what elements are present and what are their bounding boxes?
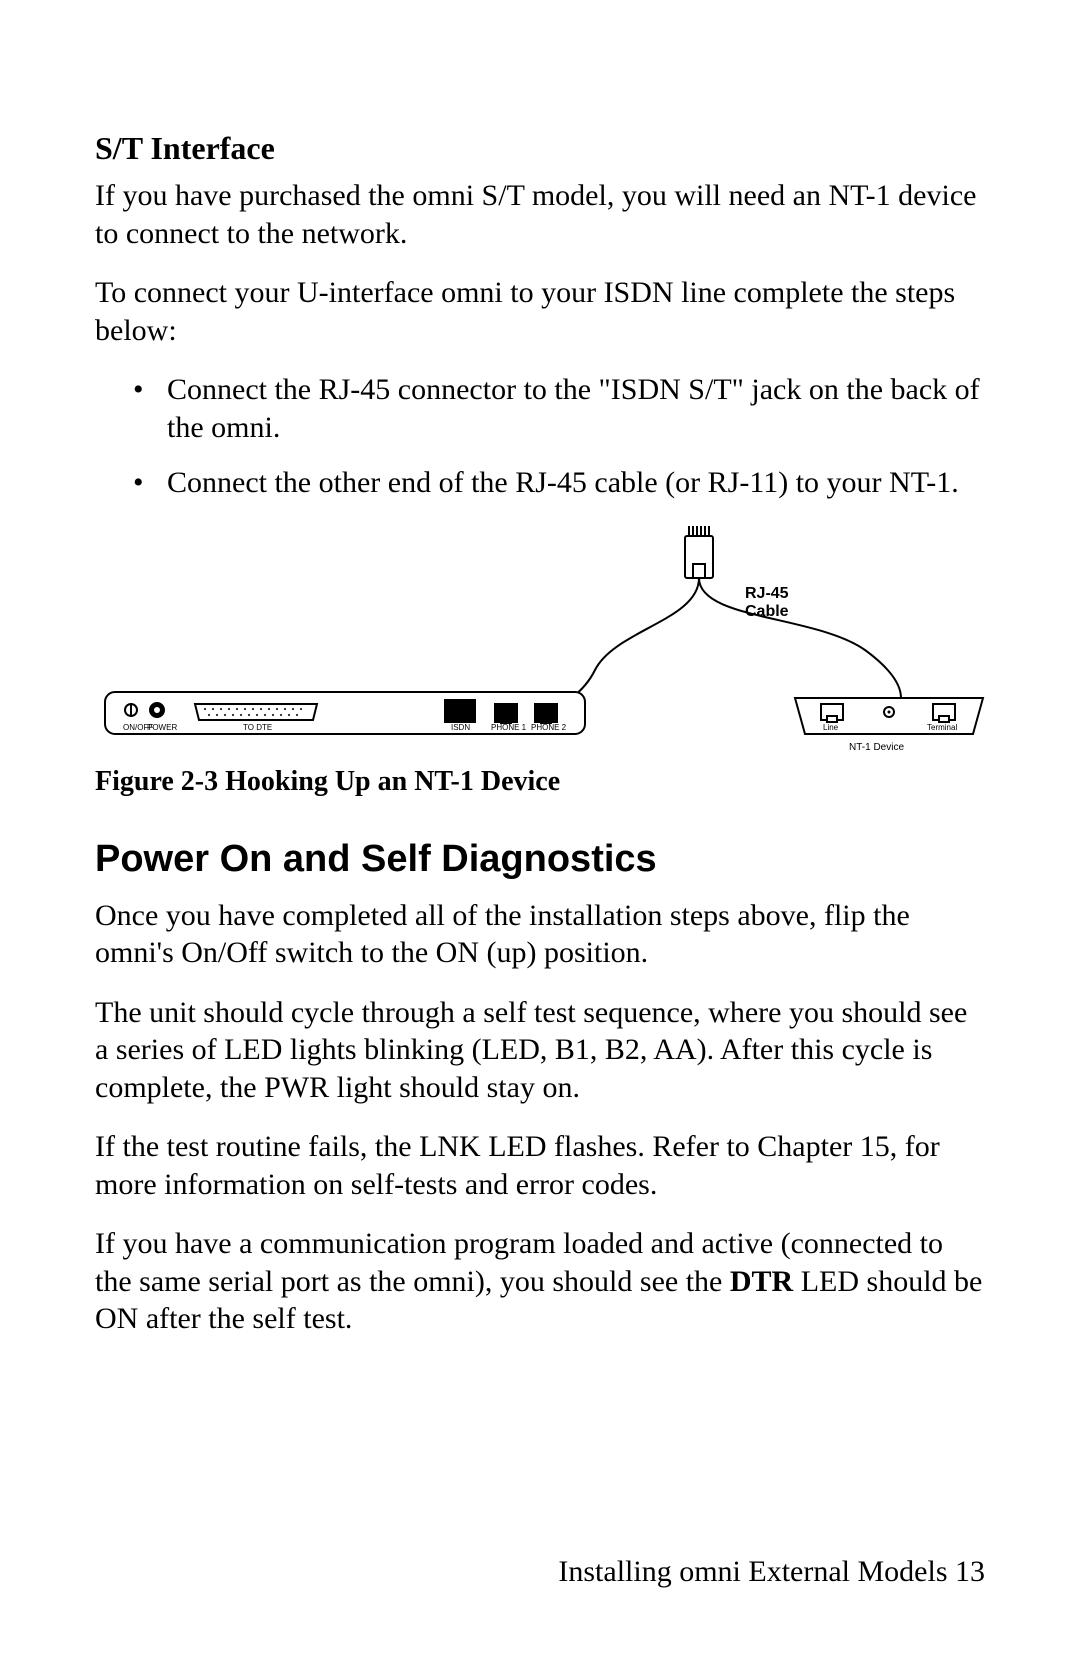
label-phone2: PHONE 2 bbox=[531, 723, 567, 732]
label-terminal: Terminal bbox=[927, 723, 957, 732]
paragraph: The unit should cycle through a self tes… bbox=[95, 994, 985, 1107]
label-todte: TO DTE bbox=[243, 723, 272, 732]
bullet-item: Connect the other end of the RJ-45 cable… bbox=[133, 464, 985, 502]
label-isdn: ISDN bbox=[451, 723, 470, 732]
diagram-svg: RJ-45 Cable bbox=[95, 520, 985, 752]
section-heading-st-interface: S/T Interface bbox=[95, 130, 985, 167]
label-power: POWER bbox=[147, 723, 177, 732]
figure-nt1-hookup: RJ-45 Cable bbox=[95, 520, 985, 752]
bullet-item: Connect the RJ-45 connector to the "ISDN… bbox=[133, 371, 985, 446]
rj45-plug-icon bbox=[685, 526, 713, 578]
nt1-caption: NT-1 Device bbox=[849, 742, 904, 752]
cable-label-l1: RJ-45 bbox=[745, 585, 789, 602]
paragraph: Once you have completed all of the insta… bbox=[95, 897, 985, 972]
paragraph: If the test routine fails, the LNK LED f… bbox=[95, 1128, 985, 1203]
paragraph: If you have a communication program load… bbox=[95, 1225, 985, 1338]
page-footer: Installing omni External Models 13 bbox=[558, 1555, 985, 1589]
label-line: Line bbox=[823, 723, 839, 732]
nt1-device-icon: Line Terminal bbox=[795, 698, 983, 734]
paragraph: If you have purchased the omni S/T model… bbox=[95, 177, 985, 252]
document-page: S/T Interface If you have purchased the … bbox=[0, 0, 1080, 1669]
section-heading-power-on: Power On and Self Diagnostics bbox=[95, 838, 985, 881]
cable-to-nt1 bbox=[699, 578, 901, 698]
bullet-list: Connect the RJ-45 connector to the "ISDN… bbox=[95, 371, 985, 502]
figure-caption: Figure 2-3 Hooking Up an NT-1 Device bbox=[95, 766, 985, 798]
label-phone1: PHONE 1 bbox=[491, 723, 527, 732]
cable-label-l2: Cable bbox=[745, 603, 789, 620]
text-bold-dtr: DTR bbox=[730, 1265, 793, 1298]
omni-device-icon: ON/OFF POWER TO DTE ISDN PHONE 1 PHONE 2 bbox=[105, 692, 585, 734]
paragraph: To connect your U-interface omni to your… bbox=[95, 274, 985, 349]
